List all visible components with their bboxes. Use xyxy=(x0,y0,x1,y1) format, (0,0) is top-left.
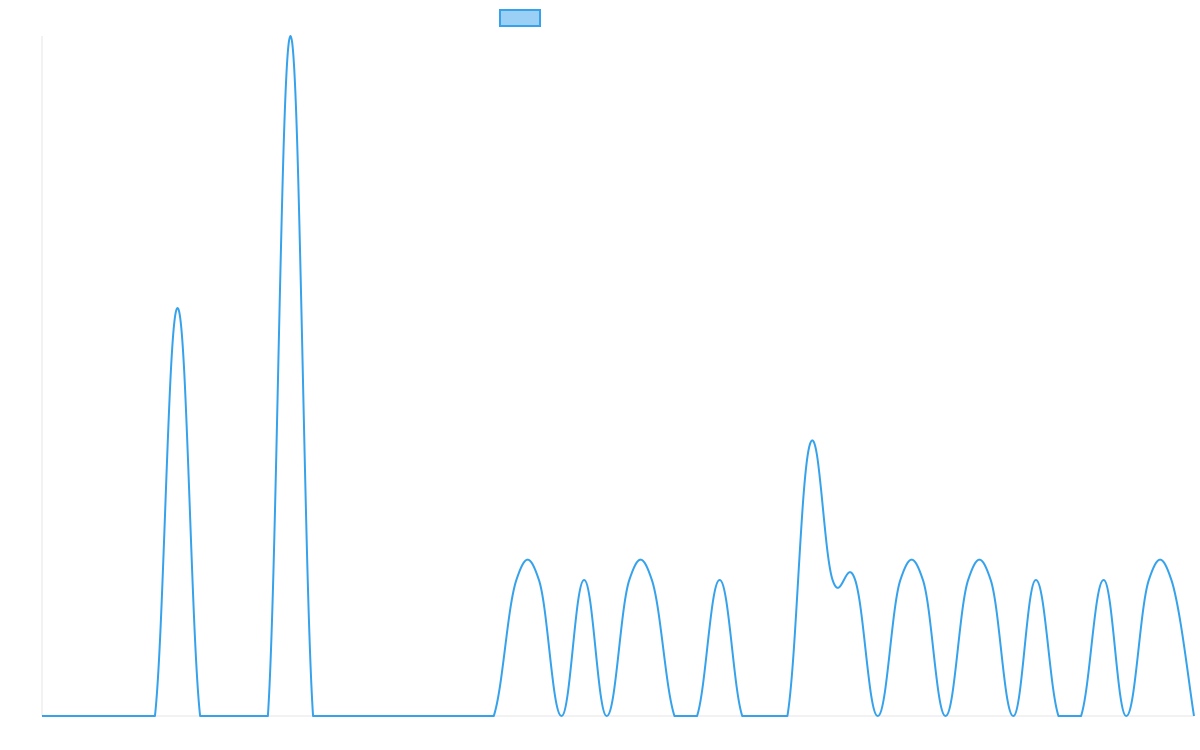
data-point[interactable] xyxy=(1123,713,1129,719)
data-point[interactable] xyxy=(152,713,158,719)
data-point[interactable] xyxy=(897,577,903,583)
data-point[interactable] xyxy=(220,713,226,719)
data-point[interactable] xyxy=(739,713,745,719)
data-point[interactable] xyxy=(852,577,858,583)
data-point[interactable] xyxy=(129,713,135,719)
data-point[interactable] xyxy=(943,713,949,719)
data-point[interactable] xyxy=(175,305,181,311)
data-point[interactable] xyxy=(107,713,113,719)
data-point[interactable] xyxy=(830,577,836,583)
data-point[interactable] xyxy=(468,713,474,719)
data-point[interactable] xyxy=(626,577,632,583)
data-point[interactable] xyxy=(1101,577,1107,583)
data-point[interactable] xyxy=(355,713,361,719)
data-point[interactable] xyxy=(1078,713,1084,719)
data-point[interactable] xyxy=(333,713,339,719)
data-point[interactable] xyxy=(581,577,587,583)
data-point[interactable] xyxy=(310,713,316,719)
data-point[interactable] xyxy=(423,713,429,719)
data-point[interactable] xyxy=(988,577,994,583)
data-point[interactable] xyxy=(694,713,700,719)
data-point[interactable] xyxy=(197,713,203,719)
data-point[interactable] xyxy=(649,577,655,583)
series-line xyxy=(42,35,1195,717)
data-point[interactable] xyxy=(62,713,68,719)
data-point[interactable] xyxy=(559,713,565,719)
data-point[interactable] xyxy=(1146,577,1152,583)
data-point[interactable] xyxy=(491,713,497,719)
data-point[interactable] xyxy=(875,713,881,719)
data-point[interactable] xyxy=(446,713,452,719)
data-point[interactable] xyxy=(1055,713,1061,719)
data-point[interactable] xyxy=(513,577,519,583)
data-point[interactable] xyxy=(400,713,406,719)
data-point[interactable] xyxy=(671,713,677,719)
data-point[interactable] xyxy=(1033,577,1039,583)
data-point[interactable] xyxy=(536,577,542,583)
legend-swatch[interactable] xyxy=(499,9,541,27)
data-point[interactable] xyxy=(1191,713,1197,719)
data-point[interactable] xyxy=(242,713,248,719)
data-point[interactable] xyxy=(39,713,45,719)
data-point[interactable] xyxy=(807,441,813,447)
data-point[interactable] xyxy=(378,713,384,719)
data-point[interactable] xyxy=(1010,713,1016,719)
data-point[interactable] xyxy=(717,577,723,583)
data-point[interactable] xyxy=(920,577,926,583)
data-point[interactable] xyxy=(784,713,790,719)
series-group xyxy=(39,33,1197,719)
data-point[interactable] xyxy=(965,577,971,583)
data-point[interactable] xyxy=(265,713,271,719)
data-point[interactable] xyxy=(1168,577,1174,583)
data-point[interactable] xyxy=(604,713,610,719)
data-point[interactable] xyxy=(287,33,293,39)
data-point[interactable] xyxy=(84,713,90,719)
data-point[interactable] xyxy=(762,713,768,719)
